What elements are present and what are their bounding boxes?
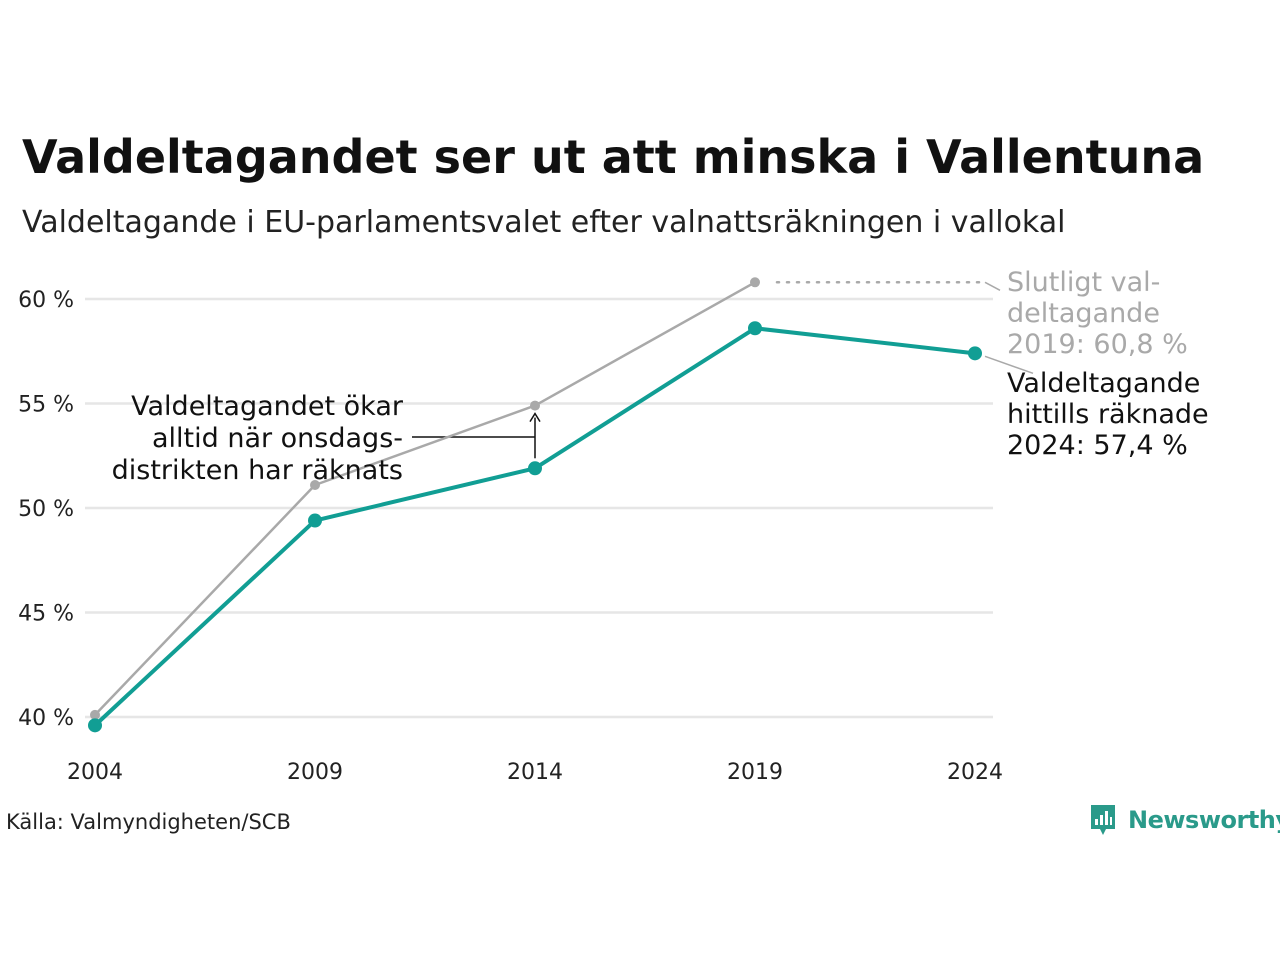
current-annotation: Valdeltagande hittills räknade 2024: 57,4 … — [1007, 368, 1209, 461]
final-data-point — [310, 480, 320, 491]
y-tick-label: 55 % — [18, 393, 74, 418]
y-tick-label: 40 % — [18, 706, 74, 731]
grid-layer — [85, 297, 993, 719]
x-axis-ticks: 2004 2009 2014 2019 2024 — [67, 760, 1003, 785]
y-tick-label: 50 % — [18, 497, 74, 522]
election-night-data-point — [308, 513, 322, 528]
annotation-lines — [412, 281, 1034, 459]
y-axis-ticks: 40 % 45 % 50 % 55 % 60 % — [18, 288, 74, 731]
final-annotation: Slutligt val-deltagande 2019: 60,8 % — [1007, 267, 1188, 360]
final-label-leader — [984, 281, 1001, 291]
final-data-point — [750, 277, 760, 288]
final-data-point — [90, 709, 100, 720]
y-tick-label: 60 % — [18, 288, 74, 313]
annotation-labels: Slutligt val-deltagande 2019: 60,8 %Valde… — [112, 267, 1209, 486]
current-label-leader — [984, 355, 1034, 375]
brand-logo: Newsworthy — [1088, 800, 1280, 840]
election-night-data-point — [88, 718, 102, 733]
x-tick-label: 2004 — [67, 760, 123, 785]
brand-name: Newsworthy — [1128, 806, 1280, 834]
x-tick-label: 2024 — [947, 760, 1003, 785]
chart-title: Valdeltagandet ser ut att minska i Valle… — [22, 130, 1205, 184]
newsworthy-logo-icon — [1091, 805, 1115, 835]
election-night-data-point — [748, 321, 762, 336]
explain-annotation: Valdeltagandet ökar alltid när onsdags-di… — [112, 391, 404, 486]
chart-subtitle: Valdeltagande i EU-parlamentsvalet efter… — [22, 205, 1066, 240]
source-note: Källa: Valmyndigheten/SCB — [6, 810, 291, 834]
x-tick-label: 2019 — [727, 760, 783, 785]
election-night-data-point — [968, 346, 982, 361]
final-series-line — [93, 281, 757, 717]
election-night-data-point — [528, 461, 542, 476]
y-tick-label: 45 % — [18, 602, 74, 627]
election-night-series-line — [93, 326, 977, 728]
series-layer — [88, 277, 982, 733]
final-data-point — [530, 400, 540, 411]
x-tick-label: 2014 — [507, 760, 563, 785]
explain-arrow-head — [529, 412, 541, 422]
x-tick-label: 2009 — [287, 760, 343, 785]
